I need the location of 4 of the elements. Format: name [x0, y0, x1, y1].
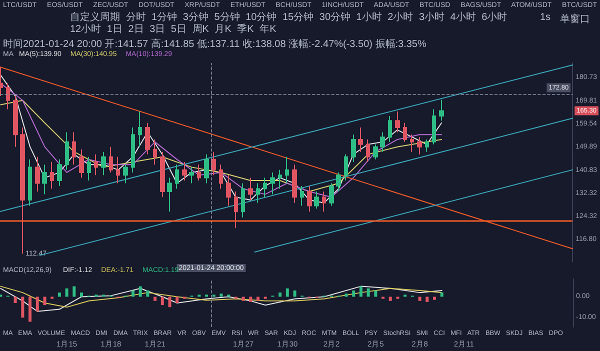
text: 自定义周期 分时 1分钟 3分钟 5分钟 10分钟 15分钟 30分钟 1小时 2小时 3小时 4小时 6小时 12小时 1日 2日 3日 5日 周K 月K 季K 年K	[70, 12, 508, 36]
text: 时间2021-01-24 20:00 开:141.57 高:141.85 低:137.11 收:138.08 涨幅:-2.47%(-3.50) 振幅:3.35%	[3, 38, 426, 50]
text: 1s	[540, 12, 551, 23]
text: 单窗口	[560, 12, 590, 26]
